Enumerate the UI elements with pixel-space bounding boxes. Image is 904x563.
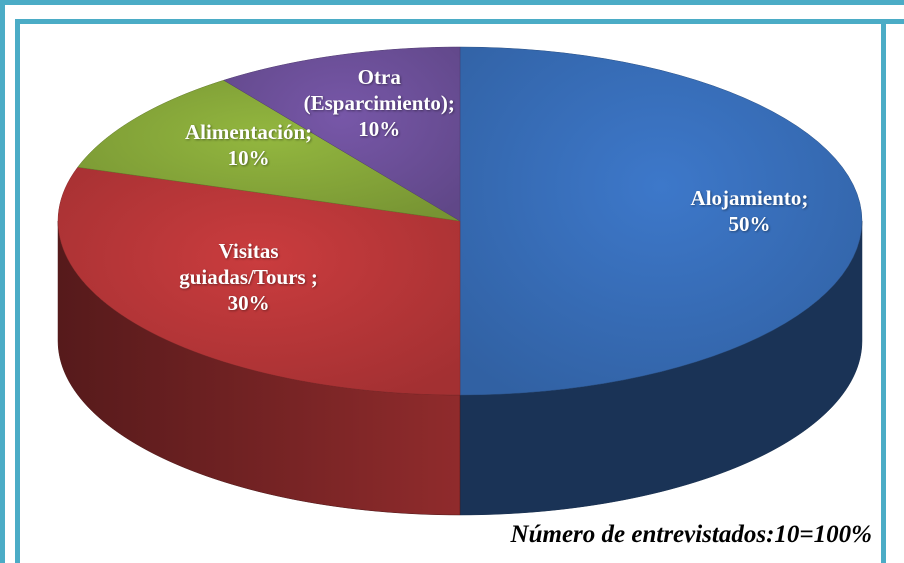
data-label: Alojamiento; 50% [690, 186, 809, 236]
slice [223, 46, 461, 222]
data-label: Alimentación; 10% [185, 119, 313, 170]
data-label: Visitas guiadas/Tours ; 30% [179, 239, 318, 316]
slice [57, 166, 461, 396]
frame-inner [15, 19, 904, 563]
slice [459, 46, 863, 396]
footnote: Número de entrevistados:10=100% [510, 521, 872, 548]
data-label: Otra (Esparcimiento); 10% [303, 65, 455, 142]
slice [77, 79, 461, 222]
